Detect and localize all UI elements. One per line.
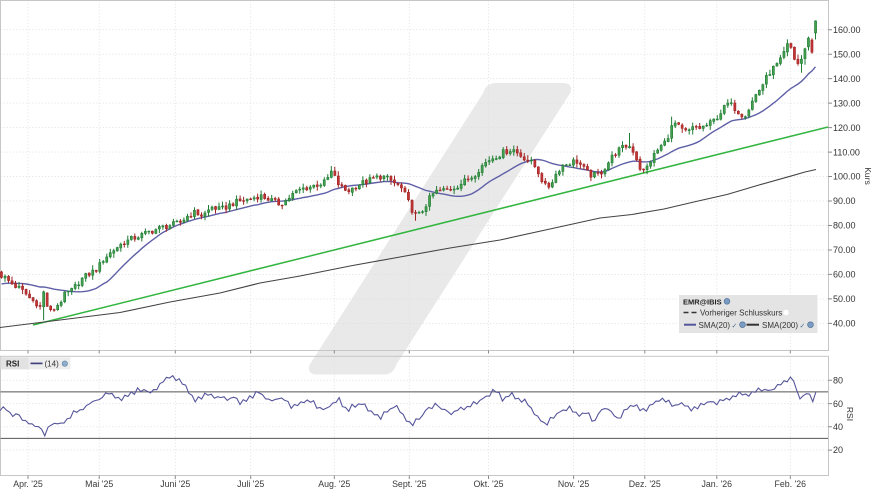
svg-text:110.00: 110.00 [833,147,860,157]
svg-text:Mai '25: Mai '25 [85,479,113,489]
svg-text:130.00: 130.00 [833,98,861,108]
svg-text:Vorheriger Schlusskurs: Vorheriger Schlusskurs [700,309,782,318]
svg-text:160.00: 160.00 [833,25,861,35]
svg-text:Sept. '25: Sept. '25 [392,479,427,489]
svg-text:Dez. '25: Dez. '25 [629,479,661,489]
svg-text:SMA(200): SMA(200) [762,321,798,330]
svg-text:RSI: RSI [6,359,19,368]
svg-text:70.00: 70.00 [833,245,856,255]
svg-text:EMR@IBIS: EMR@IBIS [683,298,722,307]
svg-text:✓: ✓ [732,323,738,330]
svg-text:✓: ✓ [800,323,806,330]
svg-text:60.00: 60.00 [833,270,856,280]
svg-text:Kurs: Kurs [863,167,873,184]
svg-text:Apr. '25: Apr. '25 [13,479,43,489]
svg-text:80: 80 [833,376,843,386]
svg-text:Aug. '25: Aug. '25 [318,479,350,489]
svg-text:60: 60 [833,399,843,409]
svg-text:150.00: 150.00 [833,49,861,59]
svg-text:140.00: 140.00 [833,74,861,84]
svg-text:(14): (14) [45,360,60,369]
svg-text:SMA(20): SMA(20) [699,321,731,330]
svg-text:20: 20 [833,445,843,455]
svg-text:40: 40 [833,422,843,432]
svg-text:100.00: 100.00 [833,172,861,182]
svg-text:40.00: 40.00 [833,319,856,329]
svg-text:120.00: 120.00 [833,123,861,133]
svg-text:Juni '25: Juni '25 [160,479,190,489]
svg-text:Feb. '26: Feb. '26 [775,479,807,489]
svg-text:90.00: 90.00 [833,196,856,206]
svg-text:80.00: 80.00 [833,221,856,231]
svg-text:Okt. '25: Okt. '25 [473,479,503,489]
svg-text:Jan. '26: Jan. '26 [702,479,733,489]
svg-text:50.00: 50.00 [833,294,856,304]
svg-text:RSI: RSI [845,407,855,421]
svg-text:Nov. '25: Nov. '25 [558,479,589,489]
svg-text:Juli '25: Juli '25 [237,479,264,489]
